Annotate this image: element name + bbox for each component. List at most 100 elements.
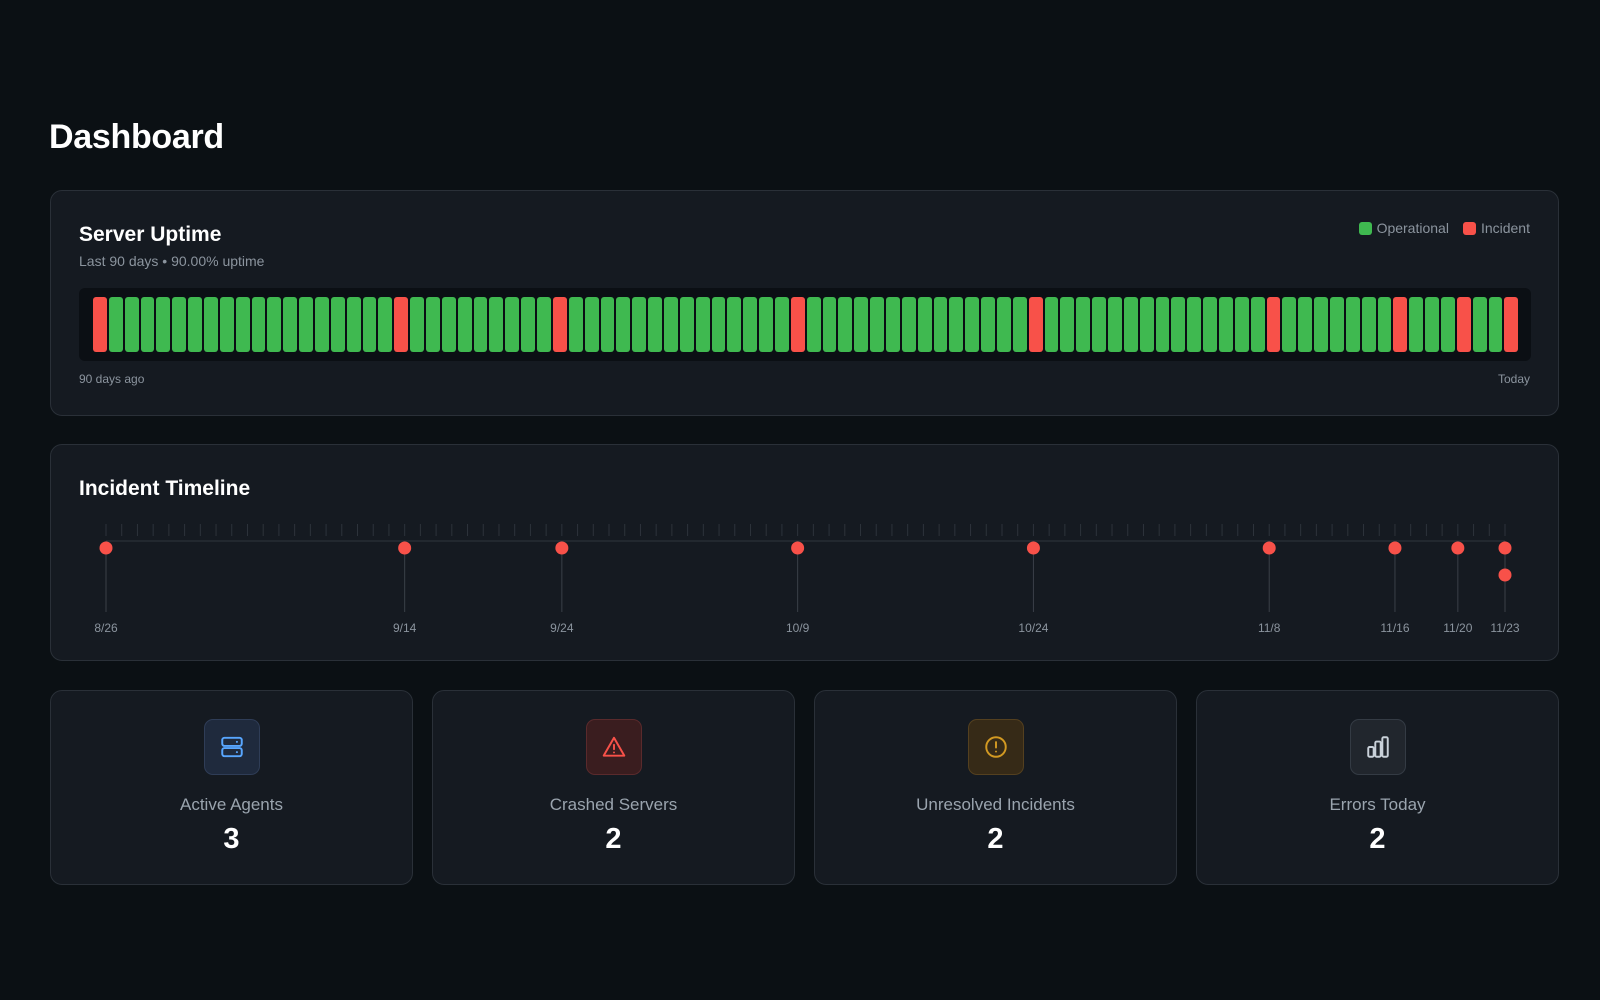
uptime-bar-operational[interactable] xyxy=(172,297,187,352)
uptime-bar-operational[interactable] xyxy=(156,297,171,352)
uptime-bar-incident[interactable] xyxy=(790,297,805,352)
uptime-bar-operational[interactable] xyxy=(1219,297,1233,352)
uptime-bar-operational[interactable] xyxy=(457,297,472,352)
uptime-bar-incident[interactable] xyxy=(93,297,107,352)
uptime-bar-operational[interactable] xyxy=(965,297,980,352)
uptime-bar-operational[interactable] xyxy=(632,297,647,352)
uptime-bar-operational[interactable] xyxy=(1298,297,1313,352)
uptime-bar-operational[interactable] xyxy=(140,297,155,352)
uptime-bar-operational[interactable] xyxy=(1409,297,1424,352)
uptime-bar-operational[interactable] xyxy=(901,297,916,352)
uptime-bar-operational[interactable] xyxy=(1345,297,1360,352)
uptime-bar-incident[interactable] xyxy=(552,297,567,352)
uptime-bar-operational[interactable] xyxy=(489,297,504,352)
incident-marker[interactable] xyxy=(398,541,412,555)
uptime-bar-operational[interactable] xyxy=(410,297,425,352)
uptime-bar-operational[interactable] xyxy=(188,297,203,352)
uptime-bar-operational[interactable] xyxy=(600,297,615,352)
uptime-bar-operational[interactable] xyxy=(1234,297,1249,352)
uptime-bar-incident[interactable] xyxy=(1504,297,1519,352)
uptime-bar-operational[interactable] xyxy=(981,297,995,352)
uptime-bar-operational[interactable] xyxy=(917,297,932,352)
uptime-bar-operational[interactable] xyxy=(1060,297,1075,352)
uptime-bar-operational[interactable] xyxy=(1076,297,1091,352)
uptime-bar-operational[interactable] xyxy=(251,297,266,352)
incident-marker[interactable] xyxy=(1498,568,1512,582)
uptime-bar-operational[interactable] xyxy=(426,297,440,352)
uptime-bar-operational[interactable] xyxy=(1187,297,1202,352)
uptime-bar-operational[interactable] xyxy=(1139,297,1154,352)
incident-marker[interactable] xyxy=(1498,541,1512,555)
uptime-bar-operational[interactable] xyxy=(996,297,1011,352)
uptime-bar-operational[interactable] xyxy=(235,297,250,352)
incident-marker[interactable] xyxy=(1388,541,1402,555)
uptime-bar-operational[interactable] xyxy=(933,297,948,352)
uptime-bar-operational[interactable] xyxy=(1488,297,1503,352)
uptime-bar-operational[interactable] xyxy=(1361,297,1376,352)
uptime-bar-operational[interactable] xyxy=(1472,297,1487,352)
uptime-bar-incident[interactable] xyxy=(1456,297,1471,352)
uptime-bar-operational[interactable] xyxy=(1314,297,1329,352)
uptime-bar-operational[interactable] xyxy=(441,297,456,352)
uptime-bar-operational[interactable] xyxy=(1171,297,1186,352)
uptime-bar-operational[interactable] xyxy=(727,297,742,352)
uptime-bar-operational[interactable] xyxy=(949,297,964,352)
uptime-bar-operational[interactable] xyxy=(870,297,884,352)
uptime-bar-operational[interactable] xyxy=(648,297,662,352)
uptime-bar-operational[interactable] xyxy=(711,297,726,352)
incident-marker[interactable] xyxy=(1451,541,1465,555)
uptime-bar-operational[interactable] xyxy=(1203,297,1218,352)
uptime-bar-operational[interactable] xyxy=(1250,297,1265,352)
uptime-bar-operational[interactable] xyxy=(838,297,853,352)
uptime-bar-operational[interactable] xyxy=(283,297,298,352)
uptime-bar-incident[interactable] xyxy=(394,297,409,352)
uptime-bar-operational[interactable] xyxy=(1044,297,1059,352)
uptime-bar-operational[interactable] xyxy=(330,297,345,352)
uptime-bar-operational[interactable] xyxy=(822,297,837,352)
uptime-bar-operational[interactable] xyxy=(1425,297,1440,352)
uptime-bar-operational[interactable] xyxy=(267,297,282,352)
uptime-bar-operational[interactable] xyxy=(774,297,789,352)
uptime-bar-operational[interactable] xyxy=(124,297,139,352)
uptime-bar-operational[interactable] xyxy=(695,297,710,352)
uptime-bar-operational[interactable] xyxy=(663,297,678,352)
uptime-bar-operational[interactable] xyxy=(219,297,234,352)
uptime-bar-operational[interactable] xyxy=(346,297,361,352)
uptime-bar-operational[interactable] xyxy=(299,297,314,352)
uptime-bar-operational[interactable] xyxy=(1092,297,1106,352)
uptime-bar-operational[interactable] xyxy=(806,297,821,352)
uptime-bar-operational[interactable] xyxy=(885,297,900,352)
uptime-bar-operational[interactable] xyxy=(1123,297,1138,352)
uptime-bar-operational[interactable] xyxy=(679,297,694,352)
uptime-bar-operational[interactable] xyxy=(521,297,536,352)
uptime-bar-operational[interactable] xyxy=(568,297,583,352)
uptime-bar-operational[interactable] xyxy=(1377,297,1392,352)
uptime-bar-operational[interactable] xyxy=(1155,297,1170,352)
incident-marker[interactable] xyxy=(1026,541,1040,555)
uptime-bar-operational[interactable] xyxy=(378,297,393,352)
incident-marker[interactable] xyxy=(555,541,569,555)
uptime-bar-operational[interactable] xyxy=(108,297,123,352)
uptime-bar-operational[interactable] xyxy=(1330,297,1344,352)
uptime-bar-operational[interactable] xyxy=(473,297,488,352)
uptime-bar-operational[interactable] xyxy=(1108,297,1122,352)
incident-marker[interactable] xyxy=(1262,541,1276,555)
uptime-bar-incident[interactable] xyxy=(1028,297,1043,352)
uptime-bar-operational[interactable] xyxy=(204,297,218,352)
uptime-bar-operational[interactable] xyxy=(1012,297,1027,352)
uptime-bar-operational[interactable] xyxy=(854,297,869,352)
uptime-bar-operational[interactable] xyxy=(505,297,520,352)
uptime-bar-operational[interactable] xyxy=(743,297,758,352)
incident-marker[interactable] xyxy=(791,541,805,555)
uptime-bar-operational[interactable] xyxy=(1282,297,1297,352)
uptime-bar-operational[interactable] xyxy=(584,297,599,352)
uptime-bar-operational[interactable] xyxy=(362,297,377,352)
uptime-bar-operational[interactable] xyxy=(537,297,551,352)
uptime-bar-incident[interactable] xyxy=(1393,297,1408,352)
uptime-bar-operational[interactable] xyxy=(759,297,773,352)
uptime-bar-operational[interactable] xyxy=(616,297,631,352)
uptime-bar-operational[interactable] xyxy=(315,297,329,352)
incident-marker[interactable] xyxy=(99,541,113,555)
uptime-bar-operational[interactable] xyxy=(1441,297,1455,352)
uptime-bar-incident[interactable] xyxy=(1266,297,1281,352)
